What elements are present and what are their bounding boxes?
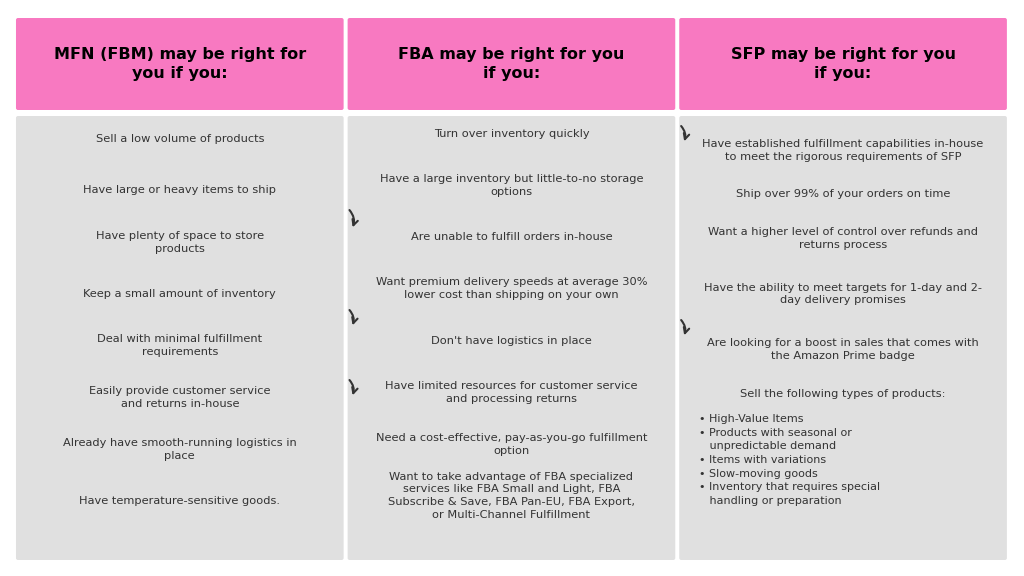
FancyBboxPatch shape <box>16 116 344 560</box>
Text: Have temperature-sensitive goods.: Have temperature-sensitive goods. <box>79 496 281 506</box>
Text: Ship over 99% of your orders on time: Ship over 99% of your orders on time <box>736 189 950 199</box>
Text: Deal with minimal fulfillment
requirements: Deal with minimal fulfillment requiremen… <box>97 334 262 357</box>
Text: SFP may be right for you
if you:: SFP may be right for you if you: <box>730 47 955 81</box>
FancyBboxPatch shape <box>347 18 675 110</box>
Text: Sell a low volume of products: Sell a low volume of products <box>95 134 264 143</box>
Text: Have plenty of space to store
products: Have plenty of space to store products <box>95 231 264 253</box>
Text: Have limited resources for customer service
and processing returns: Have limited resources for customer serv… <box>385 381 638 404</box>
FancyBboxPatch shape <box>347 116 675 560</box>
FancyBboxPatch shape <box>679 18 1007 110</box>
Text: Have the ability to meet targets for 1-day and 2-
day delivery promises: Have the ability to meet targets for 1-d… <box>705 283 982 305</box>
Text: Want premium delivery speeds at average 30%
lower cost than shipping on your own: Want premium delivery speeds at average … <box>376 278 647 300</box>
Text: Keep a small amount of inventory: Keep a small amount of inventory <box>83 289 276 299</box>
Text: Need a cost-effective, pay-as-you-go fulfillment
option: Need a cost-effective, pay-as-you-go ful… <box>376 433 647 456</box>
Text: Have a large inventory but little-to-no storage
options: Have a large inventory but little-to-no … <box>380 174 643 196</box>
Text: Don't have logistics in place: Don't have logistics in place <box>431 336 592 346</box>
Text: Easily provide customer service
and returns in-house: Easily provide customer service and retu… <box>89 386 270 409</box>
FancyBboxPatch shape <box>16 18 344 110</box>
Text: Have large or heavy items to ship: Have large or heavy items to ship <box>83 185 276 195</box>
Text: MFN (FBM) may be right for
you if you:: MFN (FBM) may be right for you if you: <box>53 47 306 81</box>
Text: Want a higher level of control over refunds and
returns process: Want a higher level of control over refu… <box>708 227 978 249</box>
Text: Sell the following types of products:: Sell the following types of products: <box>740 389 946 399</box>
Text: Turn over inventory quickly: Turn over inventory quickly <box>433 128 589 139</box>
Text: FBA may be right for you
if you:: FBA may be right for you if you: <box>398 47 625 81</box>
Text: Want to take advantage of FBA specialized
services like FBA Small and Light, FBA: Want to take advantage of FBA specialize… <box>388 472 635 520</box>
Text: Already have smooth-running logistics in
place: Already have smooth-running logistics in… <box>62 438 297 461</box>
Text: Are looking for a boost in sales that comes with
the Amazon Prime badge: Are looking for a boost in sales that co… <box>708 339 979 361</box>
FancyBboxPatch shape <box>679 116 1007 560</box>
Text: Have established fulfillment capabilities in-house
to meet the rigorous requirem: Have established fulfillment capabilitie… <box>702 139 984 161</box>
Text: Are unable to fulfill orders in-house: Are unable to fulfill orders in-house <box>411 232 612 242</box>
Text: • High-Value Items
• Products with seasonal or
   unpredictable demand
• Items w: • High-Value Items • Products with seaso… <box>699 414 881 506</box>
